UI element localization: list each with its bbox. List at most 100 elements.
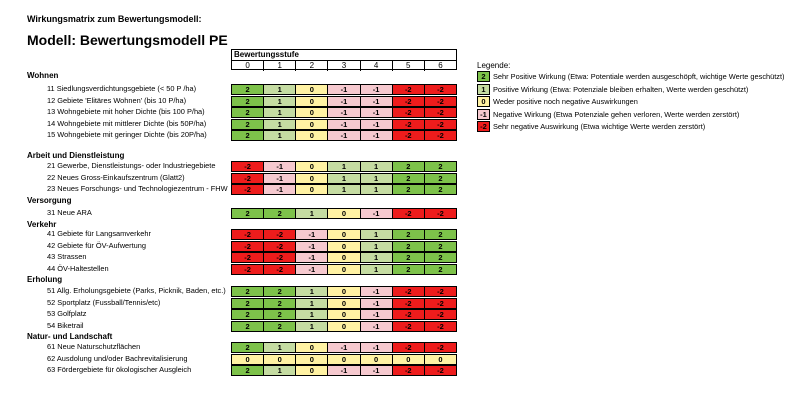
matrix-cell: -1 bbox=[296, 230, 329, 239]
matrix-cell: 1 bbox=[296, 287, 329, 296]
legend-swatch: 0 bbox=[477, 96, 490, 108]
matrix-cell: -1 bbox=[296, 253, 329, 263]
section-heading: Natur- und Landschaft bbox=[27, 332, 113, 341]
matrix-cell: -2 bbox=[264, 264, 297, 274]
matrix-cell: -1 bbox=[360, 321, 393, 331]
matrix-cell: 1 bbox=[296, 209, 329, 218]
matrix-cell: 2 bbox=[392, 253, 425, 263]
row-label: 13 Wohngebiete mit hoher Dichte (bis 100… bbox=[47, 107, 205, 117]
matrix-cell: 2 bbox=[232, 119, 265, 129]
matrix-row: -2 -2 -1 0 1 2 2 bbox=[231, 263, 457, 275]
page-title: Modell: Bewertungsmodell PE bbox=[27, 32, 228, 48]
matrix-cell: -2 bbox=[424, 108, 456, 118]
legend-text: Negative Wirkung (Etwa Potenziale gehen … bbox=[493, 109, 740, 119]
matrix-row: 2 2 1 0 -1 -2 -2 bbox=[231, 286, 457, 297]
matrix-cell: -1 bbox=[328, 131, 361, 141]
matrix-cell: 0 bbox=[392, 354, 425, 364]
matrix-cell: -2 bbox=[392, 287, 425, 296]
matrix-cell: 0 bbox=[328, 321, 361, 331]
scale-level: 3 bbox=[328, 61, 361, 71]
matrix-cell: 1 bbox=[328, 162, 361, 171]
matrix-cell: -2 bbox=[392, 321, 425, 331]
legend-item: 0 Weder positive noch negative Auswirkung… bbox=[477, 96, 638, 108]
section-heading: Verkehr bbox=[27, 220, 57, 229]
matrix-cell: 2 bbox=[392, 230, 425, 239]
matrix-cell: 0 bbox=[296, 131, 329, 141]
row-label: 43 Strassen bbox=[47, 252, 87, 262]
matrix-cell: 2 bbox=[264, 298, 297, 308]
row-label: 62 Ausdolung und/oder Bachrevitalisierun… bbox=[47, 353, 188, 363]
matrix-cell: -2 bbox=[424, 298, 456, 308]
matrix-cell: 2 bbox=[424, 241, 456, 251]
matrix-cell: -1 bbox=[360, 96, 393, 106]
matrix-cell: 2 bbox=[232, 209, 265, 218]
matrix-cell: 2 bbox=[392, 162, 425, 171]
matrix-cell: 0 bbox=[296, 354, 329, 364]
matrix-cell: 2 bbox=[232, 366, 265, 376]
scale-level: 1 bbox=[264, 61, 297, 71]
matrix-cell: -1 bbox=[296, 264, 329, 274]
matrix-cell: -2 bbox=[392, 343, 425, 352]
section-heading: Arbeit und Dienstleistung bbox=[27, 151, 125, 160]
matrix-cell: -2 bbox=[424, 343, 456, 352]
matrix-cell: 0 bbox=[328, 230, 361, 239]
matrix-cell: -2 bbox=[392, 108, 425, 118]
matrix-cell: 2 bbox=[232, 96, 265, 106]
scale-level: 0 bbox=[232, 61, 265, 71]
row-label: 52 Sportplatz (Fussball/Tennis/etc) bbox=[47, 297, 161, 307]
matrix-cell: -1 bbox=[360, 119, 393, 129]
matrix-cell: 2 bbox=[264, 321, 297, 331]
matrix-row: 2 1 0 -1 -1 -2 -2 bbox=[231, 342, 457, 353]
scale-level: 2 bbox=[296, 61, 329, 71]
row-label: 53 Golfplatz bbox=[47, 309, 87, 319]
matrix-cell: -1 bbox=[360, 366, 393, 376]
legend-text: Sehr negative Auswirkung (Etwa wichtige … bbox=[493, 122, 706, 132]
matrix-cell: 0 bbox=[328, 298, 361, 308]
legend-item: -1 Negative Wirkung (Etwa Potenziale gehe… bbox=[477, 108, 740, 120]
matrix-cell: 0 bbox=[328, 264, 361, 274]
matrix-cell: -2 bbox=[264, 230, 297, 239]
matrix-cell: -2 bbox=[424, 366, 456, 376]
row-label: 61 Neue Naturschutzflächen bbox=[47, 342, 141, 351]
matrix-cell: 1 bbox=[264, 119, 297, 129]
matrix-cell: -1 bbox=[328, 96, 361, 106]
section-heading: Erholung bbox=[27, 275, 63, 284]
matrix-cell: -1 bbox=[328, 119, 361, 129]
row-label: 54 Biketrail bbox=[47, 320, 84, 330]
matrix-cell: 1 bbox=[360, 241, 393, 251]
matrix-cell: -1 bbox=[264, 173, 297, 183]
matrix-cell: -2 bbox=[424, 310, 456, 320]
matrix-cell: 2 bbox=[232, 343, 265, 352]
matrix-cell: 1 bbox=[328, 173, 361, 183]
matrix-cell: 2 bbox=[424, 162, 456, 171]
matrix-cell: 2 bbox=[392, 185, 425, 195]
matrix-cell: -2 bbox=[424, 85, 456, 94]
matrix-cell: 1 bbox=[360, 230, 393, 239]
matrix-row: 2 1 0 -1 -1 -2 -2 bbox=[231, 118, 457, 130]
row-label: 15 Wohngebiete mit geringer Dichte (bis … bbox=[47, 130, 207, 140]
matrix-cell: -1 bbox=[360, 108, 393, 118]
matrix-cell: 2 bbox=[424, 253, 456, 263]
matrix-cell: 1 bbox=[264, 96, 297, 106]
matrix-cell: -2 bbox=[392, 209, 425, 218]
legend-text: Sehr Positive Wirkung (Etwa: Potentiale … bbox=[493, 72, 785, 81]
matrix-cell: 2 bbox=[232, 321, 265, 331]
matrix-row: -2 -2 -1 0 1 2 2 bbox=[231, 252, 457, 264]
matrix-cell: 0 bbox=[328, 209, 361, 218]
matrix-cell: 0 bbox=[296, 173, 329, 183]
matrix-cell: -1 bbox=[360, 85, 393, 94]
matrix-row: 2 2 1 0 -1 -2 -2 bbox=[231, 320, 457, 332]
row-label: 23 Neues Forschungs- und Technologiezent… bbox=[47, 184, 228, 194]
matrix-cell: 0 bbox=[424, 354, 456, 364]
matrix-cell: 0 bbox=[296, 96, 329, 106]
legend-swatch: 1 bbox=[477, 83, 490, 95]
matrix-cell: -2 bbox=[424, 321, 456, 331]
matrix-row: 2 1 0 -1 -1 -2 -2 bbox=[231, 365, 457, 377]
matrix-cell: 0 bbox=[296, 108, 329, 118]
matrix-row: 2 1 0 -1 -1 -2 -2 bbox=[231, 130, 457, 142]
matrix-cell: -2 bbox=[232, 185, 265, 195]
scale-level: 4 bbox=[361, 61, 393, 71]
matrix-cell: -1 bbox=[360, 343, 393, 352]
matrix-cell: -2 bbox=[264, 253, 297, 263]
scale-title: Bewertungsstufe bbox=[234, 50, 299, 59]
